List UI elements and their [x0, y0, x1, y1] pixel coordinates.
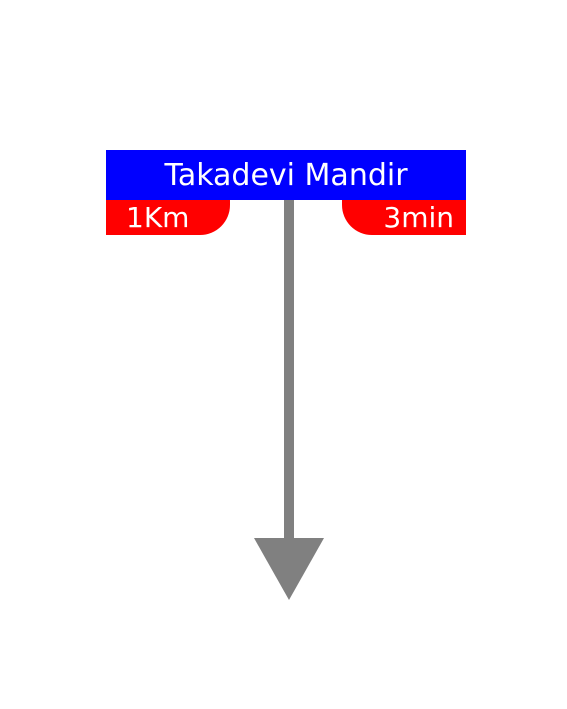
- time-badge: 3min: [342, 200, 466, 235]
- arrow-head: [254, 538, 324, 600]
- arrow-shaft: [284, 200, 294, 540]
- distance-badge: 1Km: [106, 200, 230, 235]
- destination-title: Takadevi Mandir: [106, 150, 466, 200]
